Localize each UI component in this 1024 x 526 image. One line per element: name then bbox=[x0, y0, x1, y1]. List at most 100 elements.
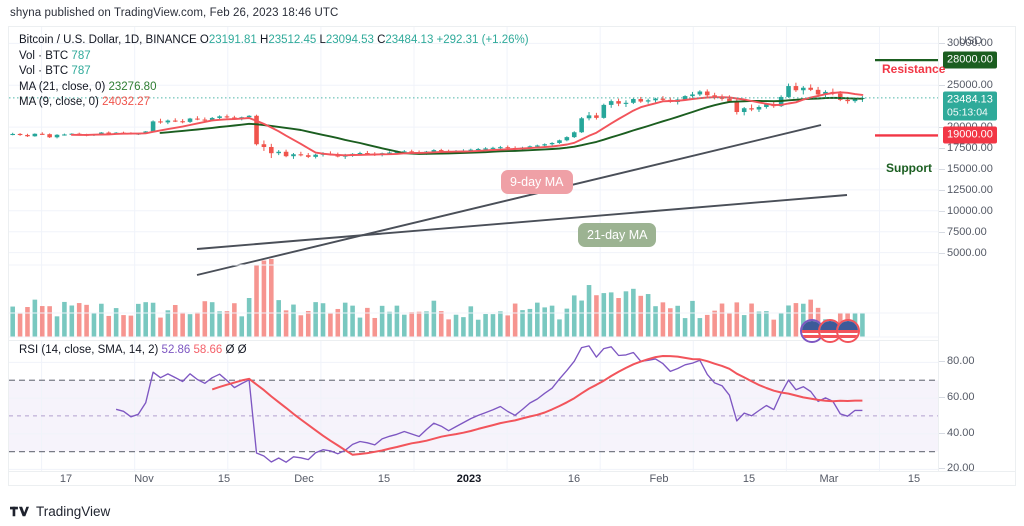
ohlc-h-value: 23512.45 bbox=[268, 34, 317, 46]
candle-body bbox=[202, 119, 208, 121]
volume-bar bbox=[616, 298, 621, 337]
price-tick-label: 15000.00 bbox=[947, 162, 993, 175]
volume-bar bbox=[653, 306, 658, 337]
time-axis[interactable]: 17 Nov 15 Dec 15 2023 16 Feb 15 Mar 15 bbox=[9, 471, 1015, 485]
volume-bar bbox=[749, 303, 754, 337]
ohlc-h-label: H bbox=[260, 34, 269, 46]
resistance-price-tag: 28000.00 bbox=[943, 51, 997, 69]
volume-bar bbox=[172, 305, 178, 337]
candle-body bbox=[438, 150, 444, 152]
volume-bar bbox=[54, 316, 60, 337]
candle-body bbox=[527, 146, 533, 148]
candle-body bbox=[17, 133, 23, 136]
price-tick-mark bbox=[939, 189, 945, 191]
price-tick-label: 12500.00 bbox=[947, 183, 993, 196]
legend-row-symbol: Bitcoin / U.S. Dollar, 1D, BINANCE O2319… bbox=[19, 33, 529, 49]
price-axis-unit: USD bbox=[959, 35, 983, 47]
price-pane[interactable] bbox=[9, 27, 940, 339]
time-tick-label: 15 bbox=[742, 473, 756, 485]
price-chart-canvas[interactable] bbox=[9, 27, 940, 339]
volume-bar bbox=[254, 265, 259, 337]
volume-bar bbox=[47, 306, 52, 337]
volume-bar bbox=[505, 315, 511, 337]
candle-body bbox=[409, 151, 414, 153]
annotation-9-day-ma[interactable]: 9-day MA bbox=[501, 170, 573, 194]
candle-body bbox=[837, 93, 843, 100]
candle-body bbox=[801, 87, 806, 91]
ma9-label: MA (9, close, 0) bbox=[19, 96, 99, 108]
volume-bar bbox=[217, 311, 222, 337]
price-tick-mark bbox=[939, 231, 945, 233]
volume-bar bbox=[246, 298, 252, 337]
volume-bar bbox=[712, 310, 717, 337]
candle-body bbox=[483, 148, 488, 150]
time-tick-label: 17 bbox=[59, 473, 73, 485]
ma9-value: 24032.27 bbox=[102, 96, 151, 108]
candle-body bbox=[431, 150, 437, 152]
candle-body bbox=[549, 142, 555, 145]
volume-bar bbox=[91, 312, 97, 337]
candle-body bbox=[217, 116, 222, 118]
candle-body bbox=[195, 118, 200, 120]
flag-badge-icon-3[interactable] bbox=[836, 319, 860, 343]
candle-body bbox=[653, 98, 658, 101]
annotation-21-day-ma[interactable]: 21-day MA bbox=[578, 223, 657, 247]
ma21-label: MA (21, close, 0) bbox=[19, 80, 106, 93]
volume-bar bbox=[372, 317, 378, 337]
candle-body bbox=[690, 94, 695, 97]
volume-bar bbox=[579, 300, 584, 337]
rsi-tick-label: 40.00 bbox=[947, 426, 975, 439]
candle-body bbox=[505, 147, 511, 149]
rsi-chart-canvas[interactable] bbox=[9, 341, 940, 473]
volume-bar bbox=[10, 306, 15, 337]
price-tick-label: 30000.00 bbox=[947, 37, 993, 50]
volume-bar bbox=[608, 292, 614, 337]
candle-body bbox=[564, 137, 570, 141]
candle-body bbox=[704, 91, 710, 96]
volume-bar bbox=[527, 308, 533, 337]
volume-bar bbox=[660, 302, 666, 337]
candle-body bbox=[764, 104, 769, 107]
volume-bar bbox=[350, 305, 355, 337]
candle-body bbox=[645, 100, 651, 102]
resistance-label: Resistance bbox=[882, 62, 946, 76]
volume-series bbox=[10, 259, 865, 337]
candle-body bbox=[99, 132, 104, 135]
price-tick-label: 10000.00 bbox=[947, 204, 993, 217]
volume-bar bbox=[76, 303, 82, 337]
volume-bar bbox=[771, 319, 777, 337]
volume-bar bbox=[313, 302, 318, 337]
volume-bar bbox=[342, 302, 348, 337]
ohlc-c-value: 23484.13 bbox=[385, 34, 434, 46]
trendline[interactable] bbox=[196, 194, 848, 250]
volume-bar bbox=[542, 307, 547, 337]
volume-bar bbox=[143, 302, 148, 337]
candle-body bbox=[586, 115, 592, 119]
candle-body bbox=[261, 144, 267, 147]
volume-bar bbox=[690, 300, 695, 337]
time-tick-label: 15 bbox=[907, 473, 921, 485]
legend-row-ma9: MA (9, close, 0) 24032.27 bbox=[19, 95, 529, 111]
ohlc-l-label: L bbox=[319, 34, 326, 46]
candle-body bbox=[734, 101, 740, 113]
volume-bar bbox=[17, 313, 23, 337]
price-tick-label: 17500.00 bbox=[947, 142, 993, 154]
rsi-tick-mark bbox=[939, 432, 945, 434]
volume-bar bbox=[438, 311, 444, 337]
trendline[interactable] bbox=[196, 124, 822, 276]
rsi-pane[interactable] bbox=[9, 340, 940, 473]
candle-body bbox=[623, 102, 629, 104]
candle-body bbox=[39, 133, 45, 135]
candle-body bbox=[291, 154, 296, 157]
ohlc-l-value: 23094.53 bbox=[325, 34, 374, 46]
candle-body bbox=[47, 134, 52, 138]
volume-bar bbox=[239, 316, 245, 337]
time-tick-label: 15 bbox=[217, 473, 231, 485]
publisher-line: shyna published on TradingView.com, Feb … bbox=[10, 7, 339, 19]
price-tick-mark bbox=[939, 43, 945, 45]
candle-body bbox=[823, 91, 828, 95]
price-axis[interactable]: USD 30000.0025000.0020000.0017500.001500… bbox=[938, 27, 1015, 474]
price-tick-mark bbox=[939, 127, 945, 129]
volume-bar bbox=[113, 308, 119, 337]
